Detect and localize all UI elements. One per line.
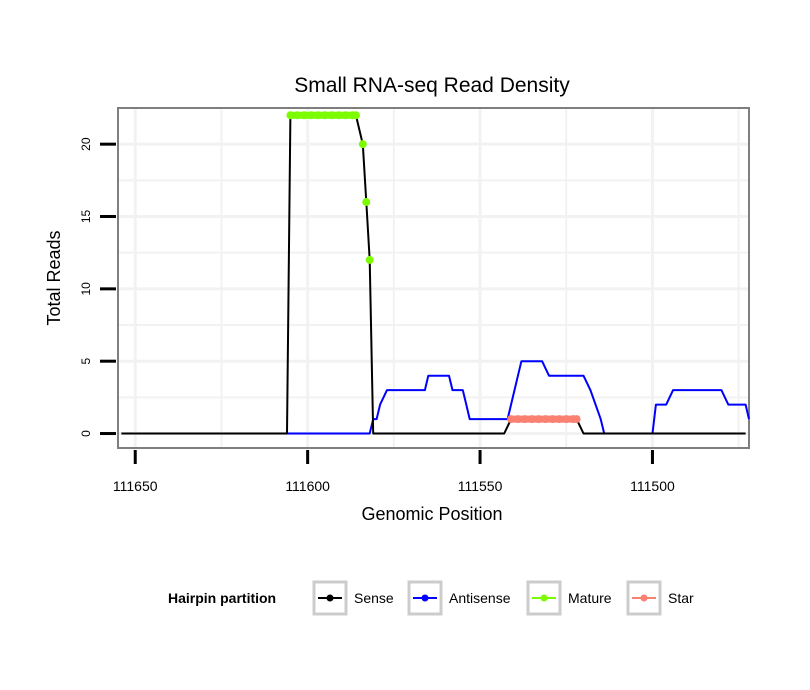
star-point bbox=[572, 415, 581, 424]
star-point bbox=[562, 415, 571, 424]
star-point bbox=[534, 415, 543, 424]
y-tick-label: 10 bbox=[79, 282, 93, 296]
legend-key-point bbox=[640, 594, 648, 602]
mature-point bbox=[313, 111, 322, 120]
legend-label-sense: Sense bbox=[354, 590, 394, 606]
legend: Hairpin partition Sense Antisense Mature St… bbox=[168, 580, 694, 616]
plot-panel-border bbox=[117, 107, 750, 449]
y-axis-label: Total Reads bbox=[44, 230, 64, 325]
mature-point bbox=[286, 111, 295, 120]
chart-title: Small RNA-seq Read Density bbox=[294, 74, 570, 97]
star-point bbox=[527, 415, 536, 424]
antisense-line bbox=[152, 360, 750, 435]
mature-point bbox=[320, 111, 329, 120]
star-point bbox=[513, 415, 522, 424]
y-tick-label: 5 bbox=[79, 358, 93, 365]
star-point bbox=[507, 415, 516, 424]
y-tick-label: 20 bbox=[79, 137, 93, 151]
y-tick-label: 0 bbox=[79, 430, 93, 437]
mature-point bbox=[365, 255, 374, 264]
legend-label-mature: Mature bbox=[568, 590, 612, 606]
mature-point bbox=[307, 111, 316, 120]
mature-point bbox=[293, 111, 302, 120]
mature-point bbox=[351, 111, 360, 120]
mature-point bbox=[362, 198, 371, 207]
x-tick-label: 111650 bbox=[113, 478, 158, 494]
x-axis-label: Genomic Position bbox=[361, 504, 502, 524]
star-point bbox=[520, 415, 529, 424]
star-point bbox=[555, 415, 564, 424]
series-layer bbox=[121, 111, 750, 435]
mature-point bbox=[341, 111, 350, 120]
x-tick-label: 111500 bbox=[630, 478, 675, 494]
axes-layer: 0 5 10 15 20 111650 111600 111550 111500 bbox=[79, 137, 675, 494]
star-point bbox=[541, 415, 550, 424]
mature-point bbox=[327, 111, 336, 120]
legend-label-star: Star bbox=[668, 590, 694, 606]
mature-point bbox=[334, 111, 343, 120]
grid-layer bbox=[118, 108, 749, 448]
mature-point bbox=[300, 111, 309, 120]
x-tick-label: 111600 bbox=[285, 478, 330, 494]
x-tick-label: 111550 bbox=[458, 478, 503, 494]
y-tick-label: 15 bbox=[79, 210, 93, 224]
legend-key-point bbox=[326, 594, 334, 602]
legend-title: Hairpin partition bbox=[168, 590, 276, 606]
legend-key-point bbox=[540, 594, 548, 602]
legend-key-point bbox=[421, 594, 429, 602]
star-point bbox=[548, 415, 557, 424]
mature-point bbox=[358, 140, 367, 149]
legend-label-antisense: Antisense bbox=[449, 590, 511, 606]
